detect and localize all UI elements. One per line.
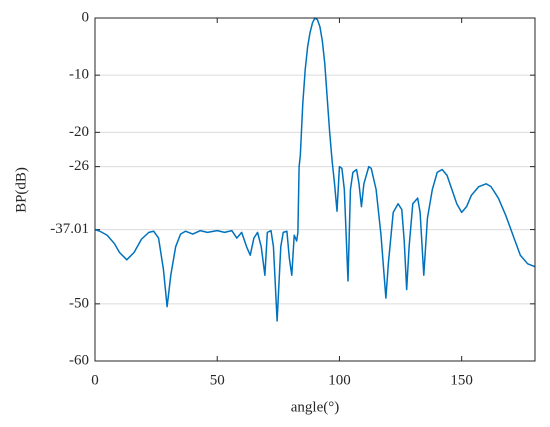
plot-frame <box>94 17 536 362</box>
line-series <box>94 17 536 322</box>
y-axis-label: BP(dB) <box>13 167 29 213</box>
y-tick-label: -10 <box>69 67 89 83</box>
y-tick-label: -20 <box>69 124 89 140</box>
y-tick-label: -50 <box>69 295 89 311</box>
y-tick-label: -37.01 <box>50 221 89 237</box>
x-tick-label: 50 <box>210 372 225 388</box>
x-tick-label: 0 <box>91 372 99 388</box>
y-tick-label: 0 <box>82 9 90 25</box>
x-tick-label: 150 <box>450 372 473 388</box>
x-tick-label: 100 <box>328 372 351 388</box>
x-axis-label: angle(°) <box>291 399 339 415</box>
y-tick-label: -60 <box>69 352 89 368</box>
y-tick-label: -26 <box>69 158 89 174</box>
